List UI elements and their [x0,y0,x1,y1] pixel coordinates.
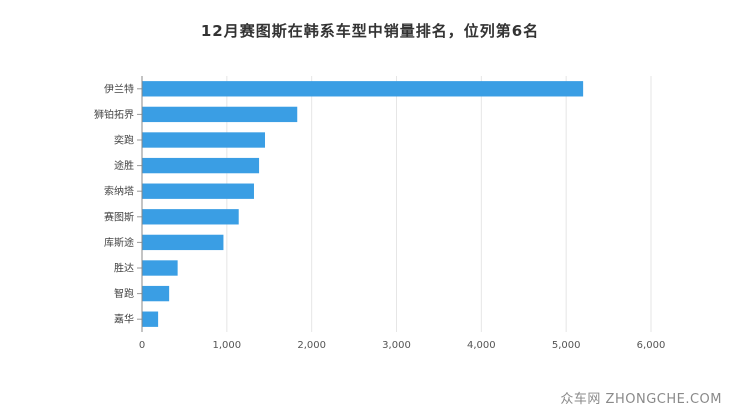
category-label: 索纳塔 [104,185,134,198]
watermark: 众车网 ZHONGCHE.COM [560,392,722,407]
x-tick-label: 0 [139,340,145,351]
bar [142,285,170,302]
bar [142,132,266,148]
x-tick-label: 2,000 [297,340,326,351]
category-label: 库斯途 [104,236,134,249]
bar [142,260,178,276]
x-tick-label: 5,000 [552,340,581,351]
bar [142,157,260,174]
grid-lines [226,76,652,332]
bar [142,209,239,225]
chart-title: 12月赛图斯在韩系车型中销量排名，位列第6名 [200,22,540,40]
category-label: 狮铂拓界 [94,108,134,121]
category-label: 胜达 [114,263,134,275]
category-label: 智跑 [114,287,134,300]
bars [142,81,584,327]
labels: 0 1,000 2,000 3,000 4,000 5,000 6,000 伊兰特狮铂拓界奕跑… [94,82,665,351]
x-tick-label: 4,000 [467,340,496,351]
axes [137,76,143,332]
x-tick-label: 3,000 [382,340,411,351]
category-label: 嘉华 [114,313,134,326]
x-tick-label: 1,000 [213,340,242,351]
category-label: 赛图斯 [104,210,134,223]
category-label: 伊兰特 [104,82,134,95]
category-label: 奕跑 [114,134,134,147]
x-tick-label: 6,000 [637,340,666,351]
bar [142,106,298,123]
bar [142,81,584,97]
category-label: 途胜 [114,159,134,172]
bar [142,183,254,199]
bar [142,234,224,251]
bar [142,311,159,327]
